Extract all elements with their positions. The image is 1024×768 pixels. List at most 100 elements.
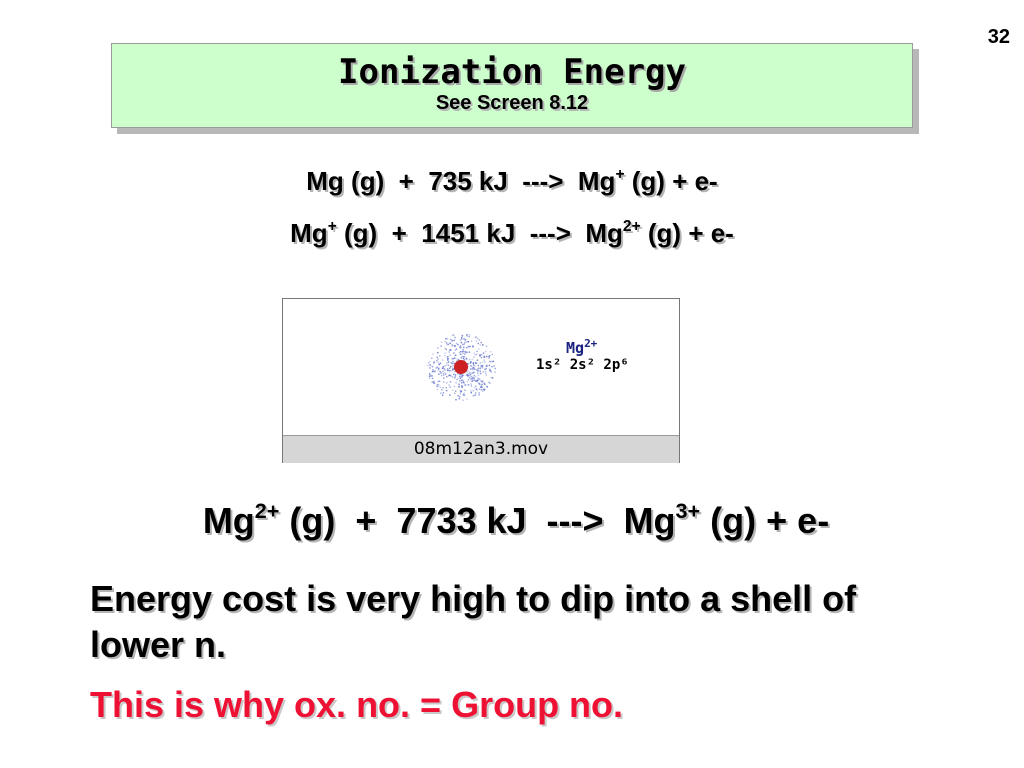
electron-dot [455,399,457,401]
electron-dot [474,365,476,367]
electron-dot [484,388,486,390]
electron-dot [469,374,472,376]
electron-dot [443,377,445,379]
electron-dot [436,388,439,391]
electron-dot [439,370,441,373]
electron-dot [463,392,465,394]
electron-dot [466,351,468,353]
electron-dot [432,380,435,383]
electron-configuration: 1s² 2s² 2p⁶ [536,357,629,373]
electron-dot [453,373,455,376]
electron-dot [475,388,478,390]
electron-dot [474,368,476,370]
electron-dot [458,359,460,361]
electron-cloud-animation[interactable] [283,299,679,435]
electron-dot [437,369,440,371]
electron-dot [440,345,442,347]
electron-dot [444,369,446,371]
electron-dot [453,345,456,347]
electron-dot [471,358,474,361]
electron-dot [449,394,451,396]
electron-dot [467,363,469,365]
electron-dot [464,339,466,341]
electron-dot [453,362,455,365]
electron-dot [466,335,468,337]
electron-dot [479,353,481,356]
electron-dot [491,377,494,379]
electron-dot [459,351,462,353]
electron-dot [473,379,475,381]
electron-dot [459,377,462,379]
electron-dot [483,356,485,358]
electron-dot [488,364,490,367]
electron-dot [464,342,466,344]
electron-dot [470,392,472,394]
electron-dot [442,365,445,368]
electron-dot [439,355,441,357]
electron-dot [448,369,450,372]
electron-dot [433,362,435,364]
electron-dot [451,357,453,360]
ion-symbol: Mg [566,339,585,357]
electron-dot [483,359,485,361]
electron-dot [435,367,437,369]
product: Mg [577,166,616,196]
reactant: Mg [306,166,344,196]
equation-first-ionization: Mg (g) + 735 kJ ---> Mg+ (g) + e- [0,166,1024,197]
electron-dot [455,348,458,350]
electron-dot [451,362,453,365]
electron-dot [488,356,490,358]
electron-dot [454,336,456,339]
electron-dot [480,341,482,344]
electron-dot [488,355,491,357]
electron-dot [428,373,431,375]
electron-dot [461,386,463,388]
electron-dot [447,355,449,358]
electron-dot [482,390,484,392]
movie-player[interactable]: Mg2+ 1s² 2s² 2p⁶ 08m12an3.mov [282,298,680,463]
electron-dot [459,390,461,392]
electron-dot [459,396,461,398]
electron-dot [483,389,485,391]
movie-filename[interactable]: 08m12an3.mov [283,435,679,463]
electron-dot [443,381,445,383]
electron-dot [460,373,462,375]
electron-dot [456,360,458,362]
electron-dot [480,380,482,382]
electron-dot [452,360,454,363]
electron-dot [428,377,431,379]
electron-dot [465,341,468,343]
electron-dot [461,376,463,378]
electron-dot [444,352,446,354]
electron-dot [494,371,496,373]
electron-dot [490,371,492,373]
electron-dot [450,366,452,368]
electron-dot [457,343,459,346]
ion-label: Mg2+ [566,337,597,357]
electron-dot [486,355,488,358]
electron-dot [465,374,468,376]
electron-dot [448,351,450,353]
electron-dot [451,345,454,347]
electron-dot [479,372,482,375]
electron-dot [481,386,483,389]
electron-dot [470,383,472,385]
page-number: 32 [987,26,1010,48]
electron-dot [447,361,449,363]
electron-dot [479,355,481,357]
electron-dot [449,386,451,388]
electron-dot [436,356,438,358]
electron-dot [475,362,478,365]
electron-dot [472,372,474,374]
electron-dot [479,370,481,372]
electron-dot [452,340,454,342]
electron-dot [480,357,483,359]
electron-dot [460,345,462,347]
equation-second-ionization: Mg+ (g) + 1451 kJ ---> Mg2+ (g) + e- [0,218,1024,249]
electron-dot [449,370,451,372]
electron-dot [452,365,454,367]
electron-dot [479,367,481,369]
electron-dot [482,365,484,367]
electron-dot [454,392,456,395]
electron-dot [446,343,448,346]
